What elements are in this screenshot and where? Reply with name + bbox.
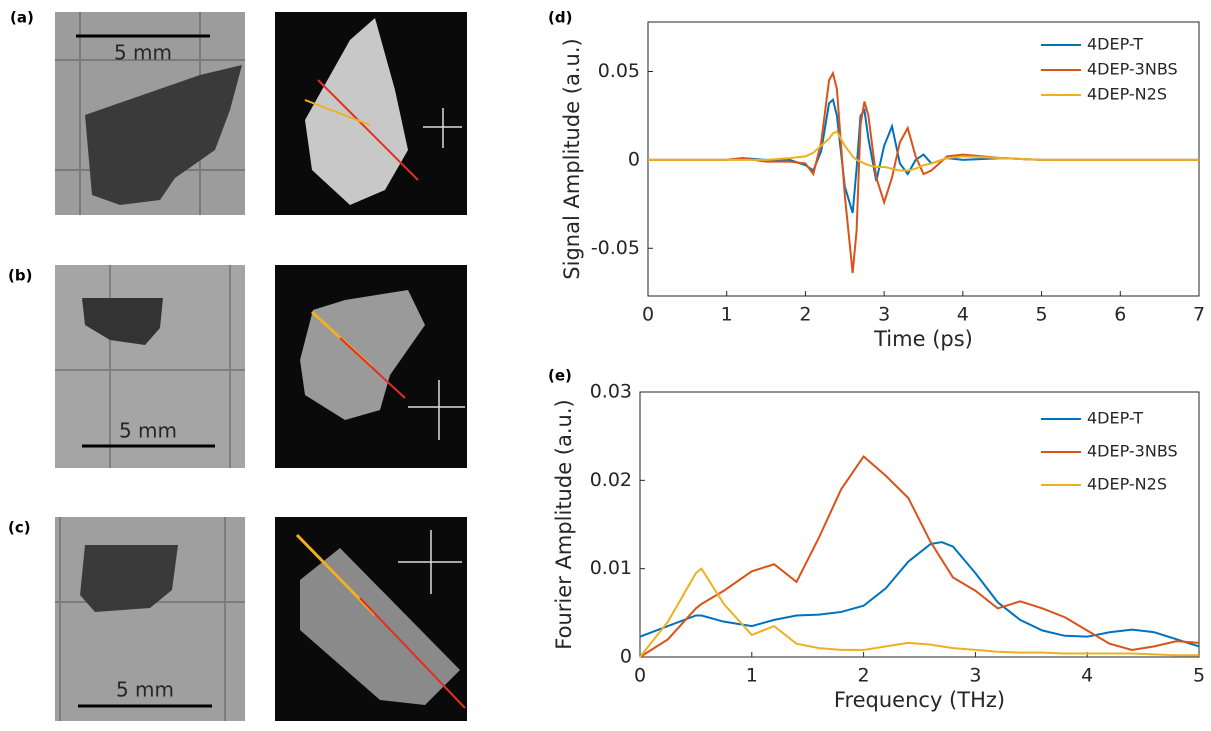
plot-area	[639, 391, 1200, 658]
series-line	[648, 130, 1199, 172]
x-tick-label: 4	[957, 304, 969, 326]
y-tick-label: 0.02	[590, 469, 632, 491]
series-line	[639, 454, 1200, 658]
photo-b-right	[275, 265, 467, 468]
x-tick-label: 0	[634, 665, 646, 687]
legend-label: 4DEP-N2S	[1087, 85, 1167, 104]
legend-label: 4DEP-N2S	[1087, 475, 1167, 494]
x-tick-label: 0	[642, 304, 654, 326]
y-tick-label: -0.05	[591, 237, 640, 259]
legend-label: 4DEP-3NBS	[1087, 442, 1178, 461]
legend-label: 4DEP-T	[1087, 35, 1143, 54]
y-tick-label: 0	[628, 148, 640, 170]
x-tick-label: 4	[1081, 665, 1093, 687]
legend-label: 4DEP-T	[1087, 409, 1143, 428]
panel-label: (e)	[548, 367, 572, 385]
panel-label: (a)	[10, 9, 34, 27]
x-axis-label: Time (ps)	[873, 327, 973, 351]
x-tick-label: 3	[878, 304, 890, 326]
scale-bar-label: 5 mm	[114, 41, 172, 65]
y-tick-label: 0.05	[598, 60, 640, 82]
x-tick-label: 7	[1193, 304, 1205, 326]
photo-a-left	[55, 12, 245, 215]
y-tick-label: 0	[620, 646, 632, 668]
x-tick-label: 2	[858, 665, 870, 687]
x-tick-label: 1	[746, 665, 758, 687]
photo-b-left	[55, 265, 245, 468]
photo-a-right	[275, 12, 467, 215]
y-tick-label: 0.01	[590, 557, 632, 579]
photo-c-right	[275, 517, 467, 721]
scale-bar-label: 5 mm	[119, 419, 177, 443]
panel-label: (b)	[8, 267, 32, 285]
x-axis-label: Frequency (THz)	[834, 688, 1005, 712]
series-line	[639, 567, 1199, 658]
panel-label: (c)	[8, 519, 31, 537]
y-axis-label: Signal Amplitude (a.u.)	[560, 38, 584, 279]
x-tick-label: 5	[1193, 665, 1205, 687]
legend-label: 4DEP-3NBS	[1087, 60, 1178, 79]
y-tick-label: 0.03	[590, 381, 632, 403]
y-axis-label: Fourier Amplitude (a.u.)	[552, 399, 576, 649]
photo-c-left	[55, 517, 245, 721]
scale-bar-label: 5 mm	[116, 678, 174, 702]
x-tick-label: 3	[969, 665, 981, 687]
x-tick-label: 5	[1036, 304, 1048, 326]
x-tick-label: 1	[721, 304, 733, 326]
x-tick-label: 2	[799, 304, 811, 326]
x-tick-label: 6	[1114, 304, 1126, 326]
panel-label: (d)	[548, 9, 572, 27]
